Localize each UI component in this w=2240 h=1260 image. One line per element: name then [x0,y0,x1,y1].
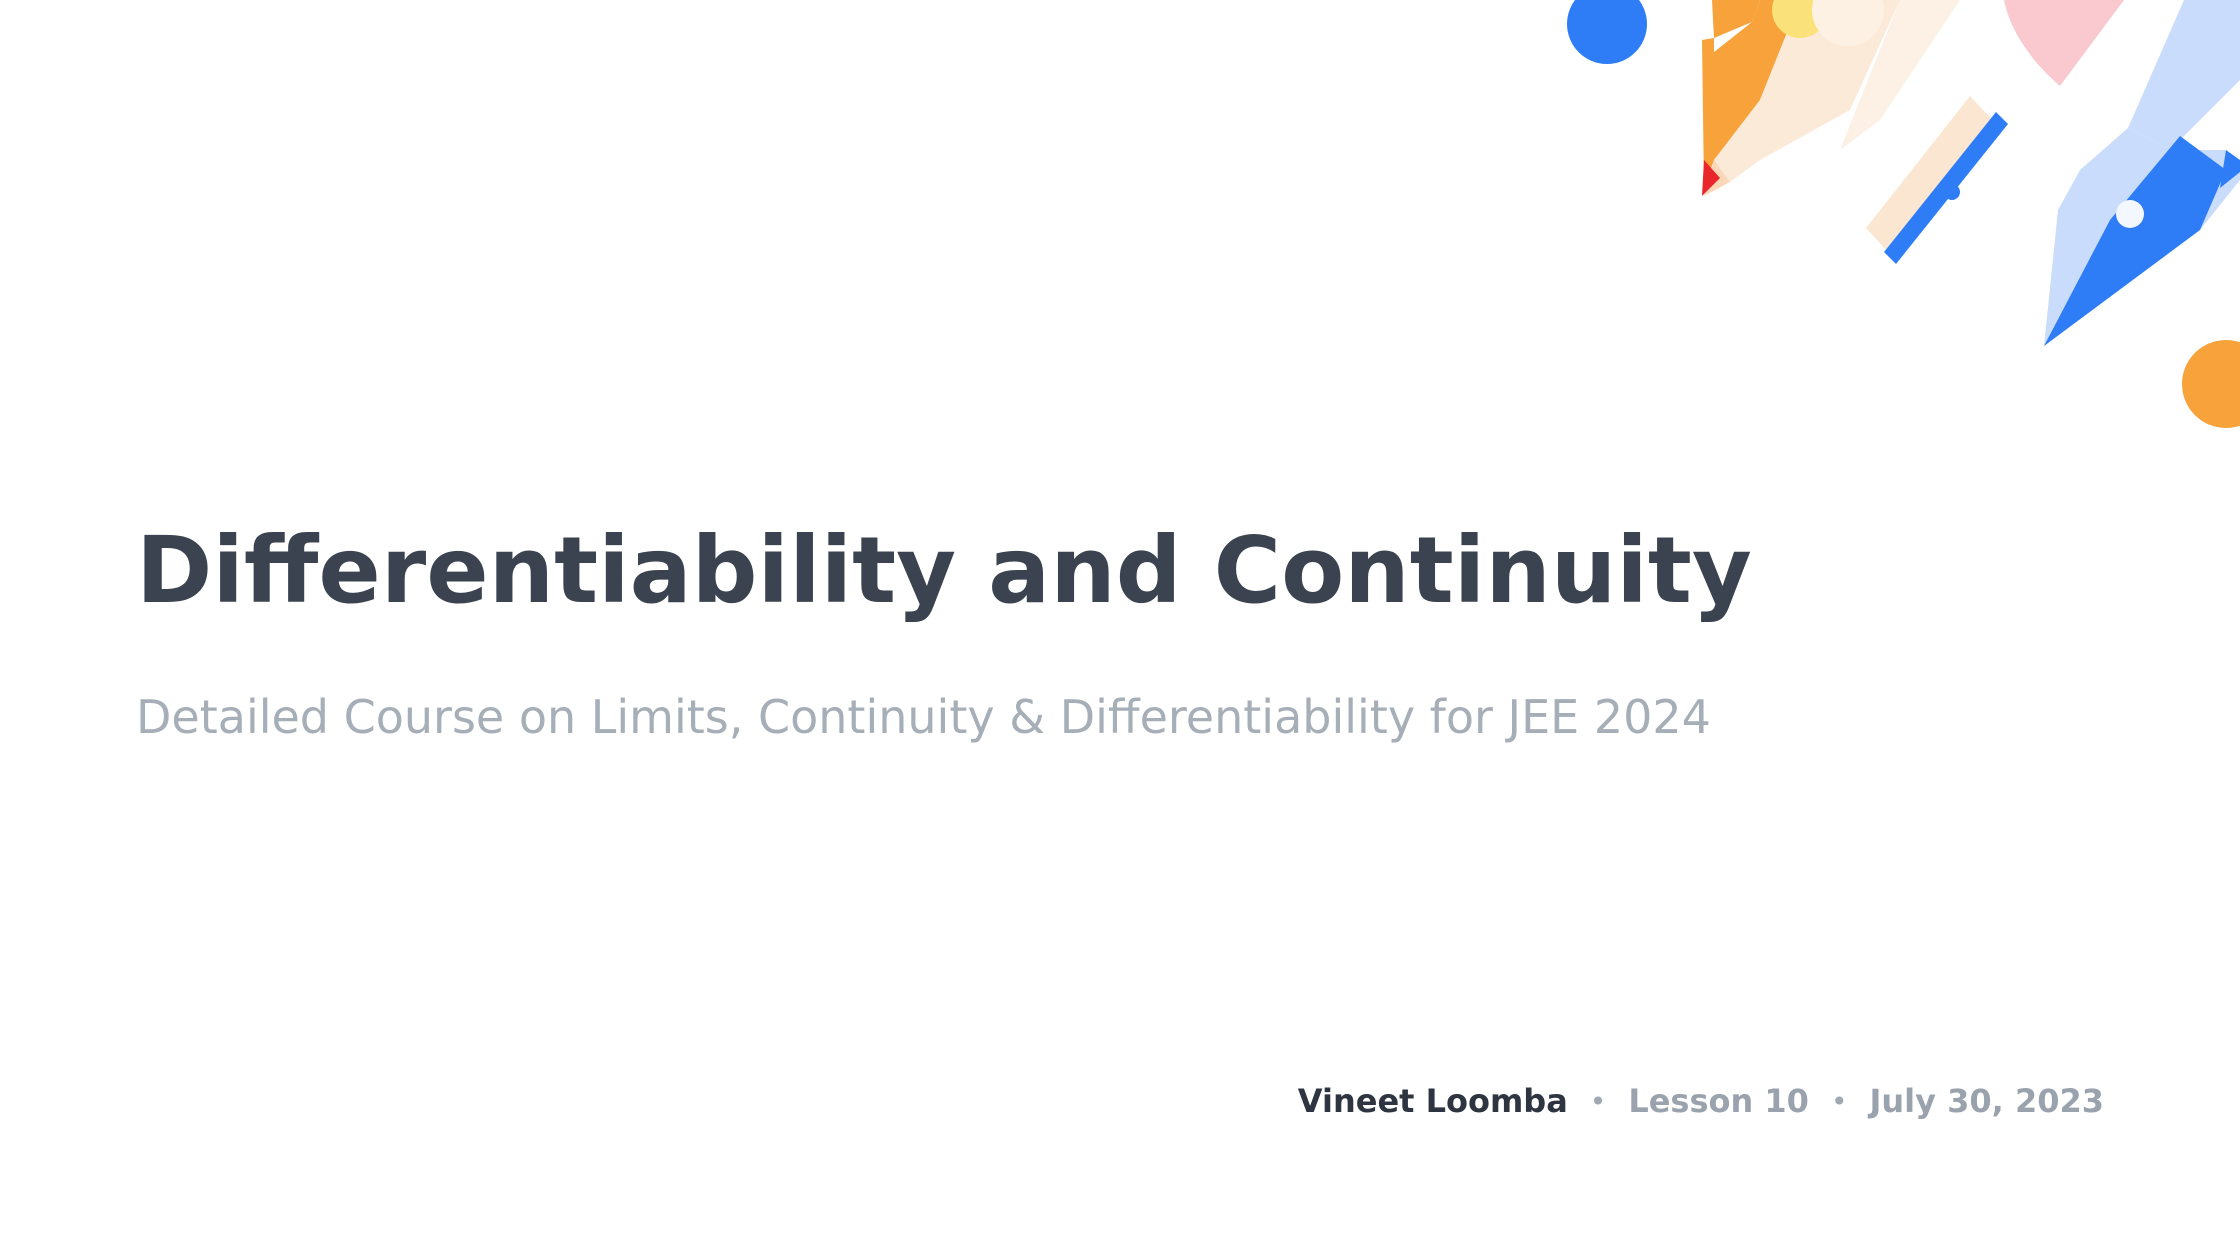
pink-shape-icon [2004,0,2124,86]
lesson-meta: Vineet Loomba • Lesson 10 • July 30, 202… [1298,1082,2104,1120]
lesson-number: Lesson 10 [1628,1082,1809,1120]
orange-dot-icon [2182,340,2240,428]
blue-dot-icon [1567,0,1647,64]
page-title: Differentiability and Continuity [136,517,1752,624]
separator-dot: • [1830,1084,1848,1118]
separator-dot: • [1589,1084,1607,1118]
course-subtitle: Detailed Course on Limits, Continuity & … [136,690,1711,744]
author-name: Vineet Loomba [1297,1082,1568,1120]
pencil-icon [1702,0,1900,196]
fountain-pen-icon [2044,0,2240,346]
lesson-date: July 30, 2023 [1869,1082,2104,1120]
ruler-icon [1866,96,2008,264]
